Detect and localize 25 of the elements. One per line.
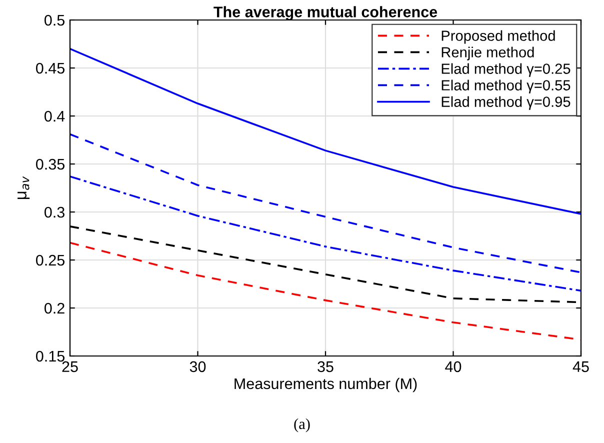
- legend-label: Elad method γ=0.55: [442, 80, 570, 94]
- line-series: [70, 133, 581, 274]
- text: (a): [294, 418, 310, 432]
- y-tick-label: 0.45: [36, 62, 64, 74]
- x-axis-title: Measurements number (M): [234, 378, 417, 392]
- y-tick-label: 0.35: [36, 158, 64, 170]
- y-tick-label: 0.2: [44, 302, 64, 314]
- y-tick-label: 0.25: [36, 254, 64, 266]
- legend-label: Elad method γ=0.25: [442, 63, 570, 77]
- y-tick-label: 0.15: [36, 350, 64, 362]
- x-tick-label: 30: [190, 361, 206, 372]
- x-tick-label: 25: [62, 361, 78, 372]
- chart-title: The average mutual coherence: [214, 6, 438, 20]
- legend-label: Proposed method: [442, 30, 555, 44]
- legend-label: Renjie method: [442, 46, 534, 60]
- y-tick-label: 0.3: [44, 206, 64, 218]
- y-tick-label: 0.4: [44, 110, 65, 122]
- x-tick-label: 35: [318, 361, 334, 372]
- y-tick-label: 0.5: [44, 14, 64, 26]
- line-series: [70, 48, 581, 215]
- y-axis-title: μ$_{av}$: [18, 176, 30, 200]
- x-tick-label: 40: [445, 361, 462, 372]
- legend-label: Elad method γ=0.95: [442, 96, 570, 110]
- line-series: [70, 176, 581, 292]
- x-tick-label: 45: [572, 361, 589, 372]
